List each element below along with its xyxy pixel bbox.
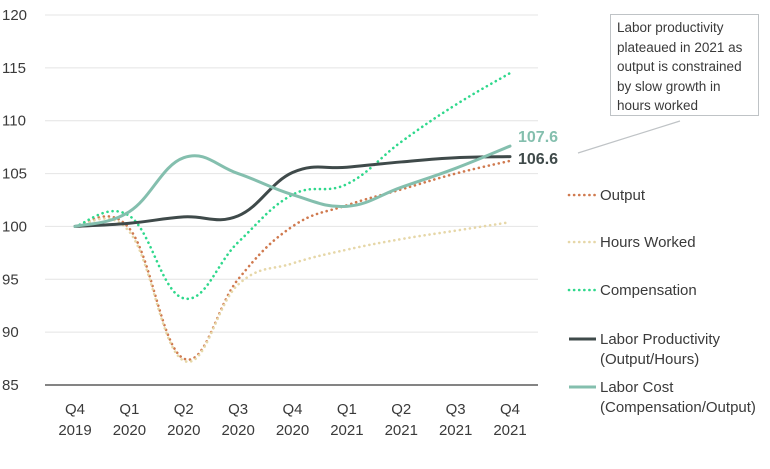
- y-axis-ticks: 85 90 95 100 105 110 115 120: [2, 7, 27, 394]
- series-lines: [73, 71, 512, 364]
- end-value-label: 107.6: [518, 129, 558, 146]
- end-value-labels: 107.6 106.6: [518, 129, 558, 168]
- annotation-leader-line: [577, 120, 681, 154]
- x-tick-label: Q1 2020: [113, 401, 146, 439]
- end-value-label: 106.6: [518, 151, 558, 168]
- series-line-hours-worked: [73, 217, 512, 364]
- x-tick-label: Q4 2019: [58, 401, 91, 439]
- series-line-output: [73, 159, 512, 361]
- y-tick-label: 115: [2, 60, 26, 77]
- x-tick-label: Q4 2021: [493, 401, 526, 439]
- y-tick-label: 100: [2, 218, 27, 235]
- x-tick-label: Q2 2020: [167, 401, 200, 439]
- legend: Output Hours Worked Compensation Labor Prod…: [567, 187, 756, 416]
- legend-label: Hours Worked: [600, 234, 696, 251]
- y-tick-label: 110: [2, 113, 26, 130]
- x-tick-label: Q1 2021: [330, 401, 363, 439]
- y-tick-label: 120: [2, 7, 27, 24]
- annotation-box: Labor productivity plateaued in 2021 as …: [610, 14, 759, 116]
- legend-label: Labor Productivity (Output/Hours): [600, 331, 721, 368]
- series-line-labor-cost-compensation-output: [73, 144, 512, 228]
- y-tick-label: 90: [2, 324, 19, 341]
- legend-label: Compensation: [600, 282, 697, 299]
- x-axis-ticks: Q4 2019 Q1 2020 Q2 2020 Q3 2020 Q4 2020 Q1 2021 Q2 20…: [58, 401, 526, 439]
- x-tick-label: Q3 2021: [439, 401, 472, 439]
- legend-label: Output: [600, 187, 646, 204]
- series-line-labor-productivity-output-hours: [73, 155, 512, 228]
- y-tick-label: 105: [2, 166, 27, 183]
- legend-label: Labor Cost (Compensation/Output): [600, 379, 756, 416]
- series-line-compensation: [73, 71, 512, 300]
- y-tick-label: 95: [2, 271, 19, 288]
- y-tick-label: 85: [2, 377, 19, 394]
- x-tick-label: Q2 2021: [385, 401, 418, 439]
- x-tick-label: Q4 2020: [276, 401, 309, 439]
- x-tick-label: Q3 2020: [221, 401, 254, 439]
